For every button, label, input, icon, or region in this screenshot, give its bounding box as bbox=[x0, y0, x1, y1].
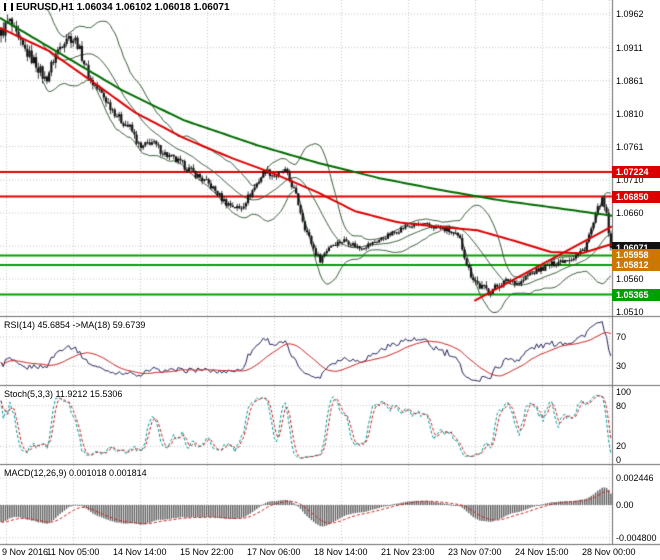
time-axis-label: 17 Nov 06:00 bbox=[247, 547, 301, 557]
stoch-indicator-label: Stoch(5,3,3) 11.9212 15.5306 bbox=[4, 389, 123, 399]
price-tag: 1.05812 bbox=[612, 259, 660, 272]
chart-symbol-label: EURUSD,H1 bbox=[16, 2, 74, 13]
price-axis-label: 1.0510 bbox=[616, 307, 644, 317]
rsi-level-label: 70 bbox=[616, 332, 627, 343]
time-axis-label: 23 Nov 07:00 bbox=[448, 547, 502, 557]
time-axis-label: 14 Nov 14:00 bbox=[113, 547, 167, 557]
price-axis-label: 1.0810 bbox=[616, 109, 644, 120]
stoch-level-label: 80 bbox=[616, 400, 627, 411]
macd-level-label: -0.004800 bbox=[616, 533, 657, 543]
price-axis-label: 1.0861 bbox=[616, 75, 644, 86]
price-axis-label: 1.0660 bbox=[616, 208, 644, 219]
time-axis-label: 24 Nov 15:00 bbox=[515, 547, 569, 557]
time-axis-label: 28 Nov 00:00 bbox=[582, 547, 636, 557]
macd-level-label: 0.00 bbox=[616, 500, 634, 510]
price-axis-label: 1.0560 bbox=[616, 274, 644, 285]
candlestick-icon bbox=[4, 3, 13, 11]
time-axis-label: 9 Nov 2016 bbox=[2, 547, 49, 557]
macd-indicator-label: MACD(12,26,9) 0.001018 0.001814 bbox=[4, 468, 147, 478]
stoch-level-label: 20 bbox=[616, 441, 627, 452]
time-axis-label: 18 Nov 14:00 bbox=[314, 547, 368, 557]
macd-level-label: 0.002446 bbox=[616, 473, 654, 483]
price-tag: 1.05958 bbox=[612, 249, 660, 262]
price-axis-label: 1.0710 bbox=[616, 175, 644, 186]
price-tag: 1.05365 bbox=[612, 288, 660, 301]
chart-ohlc-label: 1.06034 1.06102 1.06018 1.06071 bbox=[76, 2, 230, 13]
time-axis-label: 11 Nov 05:00 bbox=[46, 547, 100, 557]
rsi-level-label: 30 bbox=[616, 360, 627, 371]
time-axis-label: 15 Nov 22:00 bbox=[180, 547, 234, 557]
rsi-indicator-label: RSI(14) 45.6854 ->MA(18) 59.6739 bbox=[4, 320, 146, 330]
time-axis-label: 21 Nov 23:00 bbox=[381, 547, 435, 557]
stoch-level-label: 0 bbox=[616, 455, 622, 465]
price-tag: 1.07224 bbox=[612, 165, 660, 178]
price-axis-label: 1.0761 bbox=[616, 141, 644, 152]
price-tag: 1.06850 bbox=[612, 190, 660, 203]
stoch-level-label: 100 bbox=[616, 387, 632, 397]
price-axis-label: 1.0911 bbox=[616, 42, 643, 53]
chart-title: EURUSD,H1 1.06034 1.06102 1.06018 1.0607… bbox=[4, 2, 230, 13]
price-axis-label: 1.0962 bbox=[616, 9, 644, 19]
